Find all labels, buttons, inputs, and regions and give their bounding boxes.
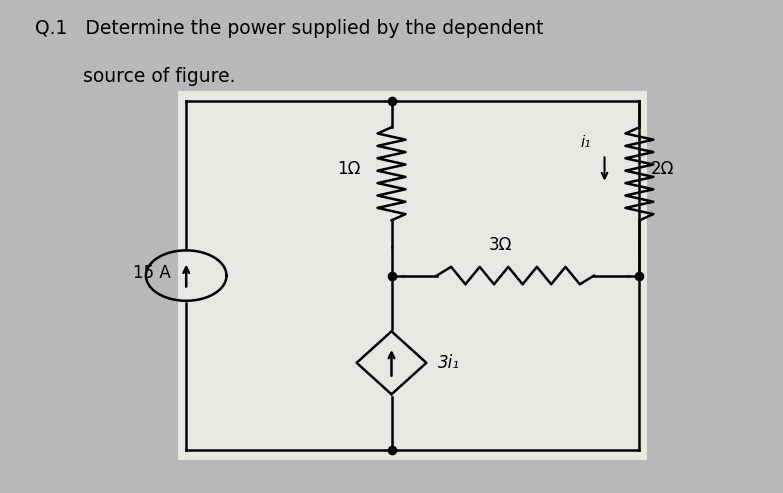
- Text: Q.1   Determine the power supplied by the dependent: Q.1 Determine the power supplied by the …: [35, 19, 543, 37]
- Text: 15 A: 15 A: [133, 264, 171, 282]
- Text: 2Ω: 2Ω: [651, 160, 674, 178]
- FancyBboxPatch shape: [179, 91, 647, 460]
- Text: 3i₁: 3i₁: [438, 354, 460, 372]
- Text: 3Ω: 3Ω: [489, 236, 511, 254]
- Text: 1Ω: 1Ω: [337, 160, 360, 178]
- Text: i₁: i₁: [580, 135, 590, 149]
- Text: source of figure.: source of figure.: [35, 67, 236, 86]
